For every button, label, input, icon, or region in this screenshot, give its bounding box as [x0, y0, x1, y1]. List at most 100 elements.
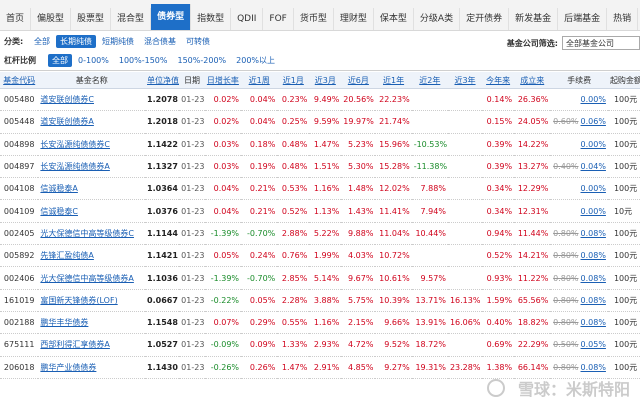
original-fee: 0.80%: [553, 295, 579, 305]
header-nav[interactable]: 单位净值: [145, 72, 180, 89]
discounted-fee-link[interactable]: 0.08%: [580, 295, 606, 305]
fund-name-link[interactable]: 光大保德信中高等级债券C: [38, 222, 146, 246]
tab-bond[interactable]: 债券型: [151, 4, 192, 30]
discounted-fee-link[interactable]: 0.08%: [580, 362, 606, 372]
return-1m: 0.76%: [277, 244, 310, 268]
fund-name-link[interactable]: 道安联创债券A: [38, 110, 146, 134]
fund-code: 002406: [0, 266, 39, 290]
tab-new-funds[interactable]: 新发基金: [509, 8, 559, 30]
tab-hybrid[interactable]: 混合型: [111, 8, 152, 30]
tab-stock[interactable]: 股票型: [71, 8, 112, 30]
table-row: 002405 光大保德信中高等级债券C 1.1144 01-23 -1.39% -0.70…: [0, 222, 640, 246]
discounted-fee-link[interactable]: 0.04%: [580, 162, 606, 172]
discounted-fee-link[interactable]: 0.00%: [580, 184, 606, 194]
fund-name-link[interactable]: 信诚稳泰C: [38, 199, 146, 223]
header-since-inception[interactable]: 成立来: [514, 72, 551, 89]
return-3y: [447, 110, 483, 134]
discounted-fee-link[interactable]: 0.08%: [580, 273, 606, 283]
header-1y[interactable]: 近1年: [375, 72, 412, 89]
discounted-fee-link[interactable]: 0.00%: [580, 95, 606, 105]
category-short-pure-bond[interactable]: 短期纯债: [102, 36, 134, 46]
header-3y[interactable]: 近3年: [447, 72, 483, 89]
return-1w: 0.26%: [241, 356, 278, 379]
return-1w: 0.21%: [241, 199, 278, 223]
fund-name-link[interactable]: 长安泓源纯债债券C: [38, 133, 146, 156]
discounted-fee-link[interactable]: 0.08%: [580, 228, 606, 238]
leverage-all[interactable]: 全部: [48, 53, 72, 67]
tab-capital-guaranteed[interactable]: 保本型: [374, 8, 414, 30]
return-1m: 0.48%: [277, 133, 310, 156]
table-row: 161019 富国新天锋债券(LOF) 0.0667 01-23 -0.22% 0.05%…: [0, 289, 640, 312]
category-long-pure-bond[interactable]: 长期纯债: [56, 34, 96, 48]
return-2y: 18.72%: [411, 333, 448, 357]
return-1m: 2.88%: [277, 222, 310, 246]
fund-name-link[interactable]: 道安联创债券C: [38, 88, 146, 112]
fund-name-link[interactable]: 富国新天锋债券(LOF): [38, 289, 146, 312]
original-fee: 0.80%: [553, 251, 579, 261]
fund-code: 004897: [0, 155, 39, 179]
tab-periodic-open-bond[interactable]: 定开债券: [460, 8, 510, 30]
return-1y: 15.28%: [375, 155, 412, 179]
return-since-inception: 22.29%: [514, 333, 551, 357]
discounted-fee-link[interactable]: 0.05%: [580, 340, 606, 350]
return-1w: 0.29%: [241, 311, 278, 335]
tab-structured-a[interactable]: 分级A类: [414, 8, 461, 30]
leverage-150-200[interactable]: 150%-200%: [177, 55, 227, 65]
header-1m[interactable]: 近1月: [277, 72, 310, 89]
return-since-inception: 11.22%: [514, 266, 551, 290]
header-1w[interactable]: 近1周: [241, 72, 278, 89]
tab-hot-sale[interactable]: 热销: [607, 8, 639, 30]
nav-date: 01-23: [179, 222, 205, 246]
category-filter: 分类: 全部 长期纯债 短期纯债 混合债基 可转债: [0, 31, 640, 51]
category-hybrid-bond[interactable]: 混合债基: [144, 36, 176, 46]
return-3m: 2.91%: [309, 356, 342, 379]
fund-name-link[interactable]: 信诚稳泰A: [38, 177, 146, 201]
discounted-fee-link[interactable]: 0.08%: [580, 251, 606, 261]
header-3m[interactable]: 近3月: [309, 72, 342, 89]
category-all[interactable]: 全部: [34, 36, 50, 46]
tab-home[interactable]: 首页: [0, 8, 32, 30]
fund-name-link[interactable]: 先锋汇盈纯债A: [38, 244, 146, 268]
tab-index[interactable]: 指数型: [191, 8, 232, 30]
header-fee: 手续费: [550, 72, 608, 89]
header-code[interactable]: 基金代码: [0, 72, 39, 89]
return-daily: 0.04%: [204, 199, 242, 223]
category-convertible[interactable]: 可转债: [186, 36, 210, 46]
return-2y: 7.94%: [411, 199, 448, 223]
leverage-200-plus[interactable]: 200%以上: [236, 55, 276, 65]
discounted-fee-link[interactable]: 0.00%: [580, 206, 606, 216]
header-ytd[interactable]: 今年来: [482, 72, 515, 89]
return-3m: 1.16%: [309, 177, 342, 201]
leverage-0-100[interactable]: 0-100%: [78, 55, 109, 65]
header-daily[interactable]: 日增长率: [204, 72, 242, 89]
min-purchase: 100元: [607, 333, 640, 357]
discounted-fee-link[interactable]: 0.08%: [580, 318, 606, 328]
fund-name-link[interactable]: 鹏华丰华债券: [38, 311, 146, 335]
unit-nav: 1.1421: [145, 244, 180, 268]
leverage-100-150[interactable]: 100%-150%: [118, 55, 168, 65]
watermark-icon: [487, 379, 505, 397]
discounted-fee-link[interactable]: 0.06%: [580, 117, 606, 127]
header-6m[interactable]: 近6月: [341, 72, 376, 89]
tab-money[interactable]: 货币型: [294, 8, 334, 30]
discounted-fee-link[interactable]: 0.00%: [580, 139, 606, 149]
fund-name-link[interactable]: 西部利得汇享债券A: [38, 333, 146, 357]
company-select[interactable]: 全部基金公司: [562, 36, 640, 50]
tab-qdii[interactable]: QDII: [231, 8, 264, 30]
fund-name-link[interactable]: 鹏华产业债债券: [38, 356, 146, 379]
tab-back-end[interactable]: 后端基金: [558, 8, 608, 30]
return-daily: 0.05%: [204, 244, 242, 268]
return-3m: 5.14%: [309, 266, 342, 290]
return-3y: 23.28%: [447, 356, 483, 379]
fund-type-tabs: 首页 偏股型 股票型 混合型 债券型 指数型 QDII FOF 货币型 理财型 …: [0, 0, 640, 31]
fee-cell: 0.40% 0.04%: [550, 155, 608, 179]
return-6m: 1.48%: [341, 177, 376, 201]
fund-name-link[interactable]: 光大保德信中高等级债券A: [38, 266, 146, 290]
return-6m: 20.56%: [341, 88, 376, 112]
header-2y[interactable]: 近2年: [411, 72, 448, 89]
tab-fof[interactable]: FOF: [263, 8, 294, 30]
return-3y: [447, 266, 483, 290]
tab-stock-biased[interactable]: 偏股型: [31, 8, 72, 30]
tab-wealth[interactable]: 理财型: [334, 8, 374, 30]
fund-name-link[interactable]: 长安泓源纯债债券A: [38, 155, 146, 179]
